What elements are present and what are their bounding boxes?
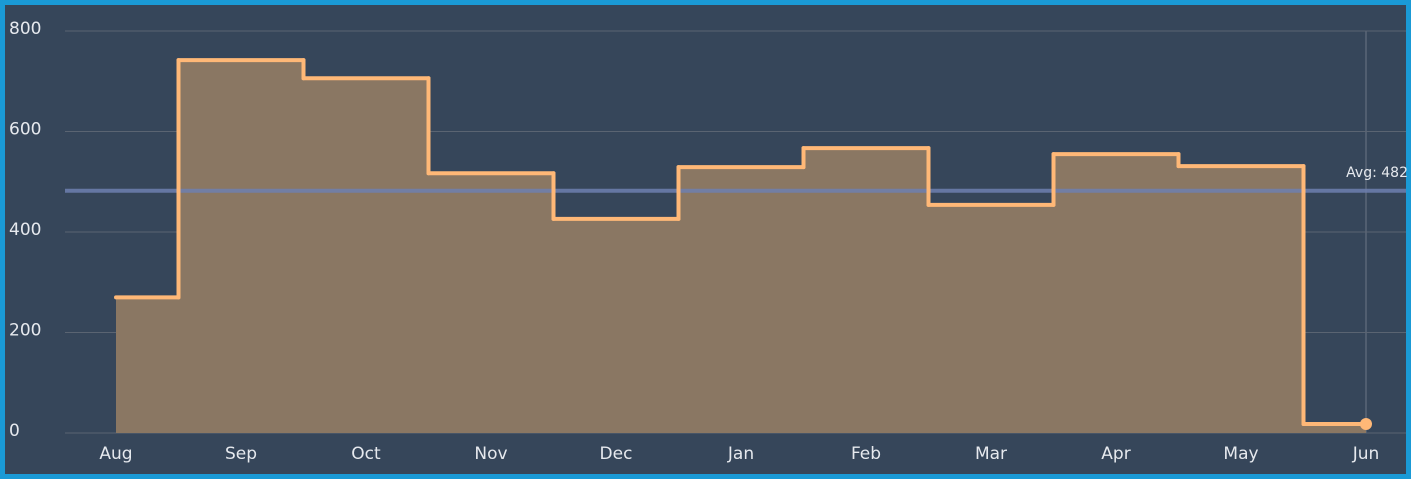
x-tick-label: Sep — [225, 444, 257, 464]
area-step — [553, 218, 679, 433]
y-tick-label: 400 — [9, 220, 41, 240]
area-step — [1178, 166, 1304, 434]
end-point — [1360, 417, 1372, 430]
average-label: Avg: 482 — [1346, 165, 1408, 181]
x-tick-label: Feb — [851, 444, 881, 464]
y-tick-label: 800 — [9, 19, 41, 39]
area-step — [116, 297, 179, 433]
x-tick-label: Jan — [727, 444, 754, 464]
area-step — [178, 60, 304, 434]
area-step — [428, 173, 554, 433]
x-tick-label: Nov — [474, 444, 507, 464]
area-step — [1053, 154, 1179, 434]
y-tick-label: 0 — [9, 421, 20, 441]
area-step — [303, 78, 429, 434]
x-tick-label: Apr — [1101, 444, 1130, 464]
area-step — [928, 204, 1054, 433]
y-tick-label: 200 — [9, 321, 41, 341]
x-tick-label: Jun — [1352, 444, 1380, 464]
x-tick-label: Aug — [99, 444, 132, 464]
x-tick-label: Dec — [600, 444, 633, 464]
area-step — [1303, 423, 1366, 433]
x-tick-label: Oct — [351, 444, 381, 464]
area-step — [803, 148, 929, 433]
x-tick-label: May — [1223, 444, 1258, 464]
x-tick-label: Mar — [975, 444, 1007, 464]
y-tick-label: 600 — [9, 120, 41, 140]
area-step — [678, 167, 804, 434]
